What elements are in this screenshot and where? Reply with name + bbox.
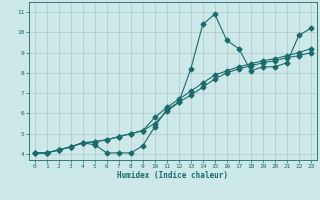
X-axis label: Humidex (Indice chaleur): Humidex (Indice chaleur) [117, 171, 228, 180]
